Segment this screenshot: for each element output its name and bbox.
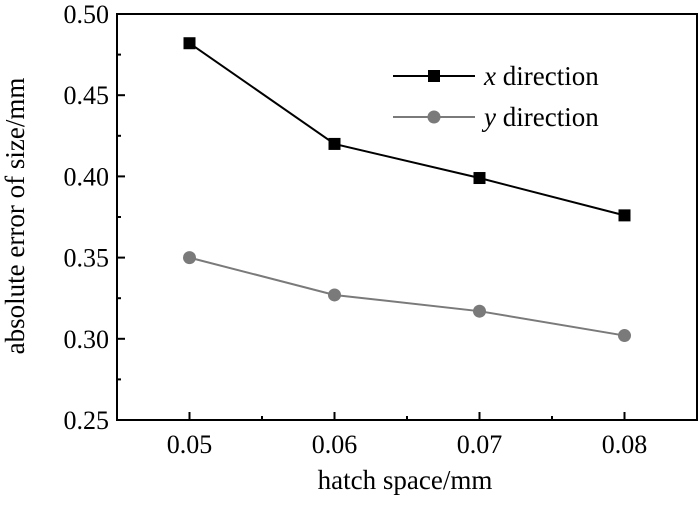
data-point	[328, 288, 341, 302]
legend-marker	[428, 70, 440, 82]
data-point	[473, 172, 486, 185]
y-tick-label: 0.40	[64, 162, 110, 191]
data-point	[618, 209, 631, 222]
legend-marker	[427, 110, 441, 124]
data-point	[618, 329, 631, 343]
y-tick-label: 0.45	[64, 81, 110, 110]
plot-series	[183, 37, 631, 343]
y-tick-label: 0.30	[64, 325, 110, 354]
legend-label: y direction	[481, 102, 599, 132]
data-point	[183, 37, 196, 50]
plot-frame	[116, 13, 698, 421]
data-point	[473, 304, 486, 318]
y-tick-label: 0.25	[64, 406, 110, 435]
legend-entry-x: x direction	[393, 61, 599, 91]
axes: 0.25 0.30 0.35 0.40 0.45 0.50 0.05 0.06 0.07 0.08	[64, 0, 698, 459]
x-tick-label: 0.05	[167, 430, 213, 459]
data-point	[328, 137, 341, 150]
data-point	[183, 251, 196, 265]
x-tick-label: 0.08	[602, 430, 648, 459]
series-x	[183, 37, 631, 222]
x-tick-label: 0.07	[457, 430, 503, 459]
series-line	[188, 42, 625, 217]
x-axis-title: hatch space/mm	[318, 465, 493, 495]
x-tick-label: 0.06	[312, 430, 358, 459]
legend-label: x direction	[483, 61, 599, 91]
series-y	[183, 251, 631, 343]
y-axis-title: absolute error of size/mm	[0, 78, 30, 355]
legend-entry-y: y direction	[393, 102, 599, 132]
series-line	[189, 256, 625, 337]
legend: x direction y direction	[393, 61, 599, 132]
y-tick-label: 0.50	[64, 0, 110, 29]
y-tick-label: 0.35	[64, 244, 110, 273]
